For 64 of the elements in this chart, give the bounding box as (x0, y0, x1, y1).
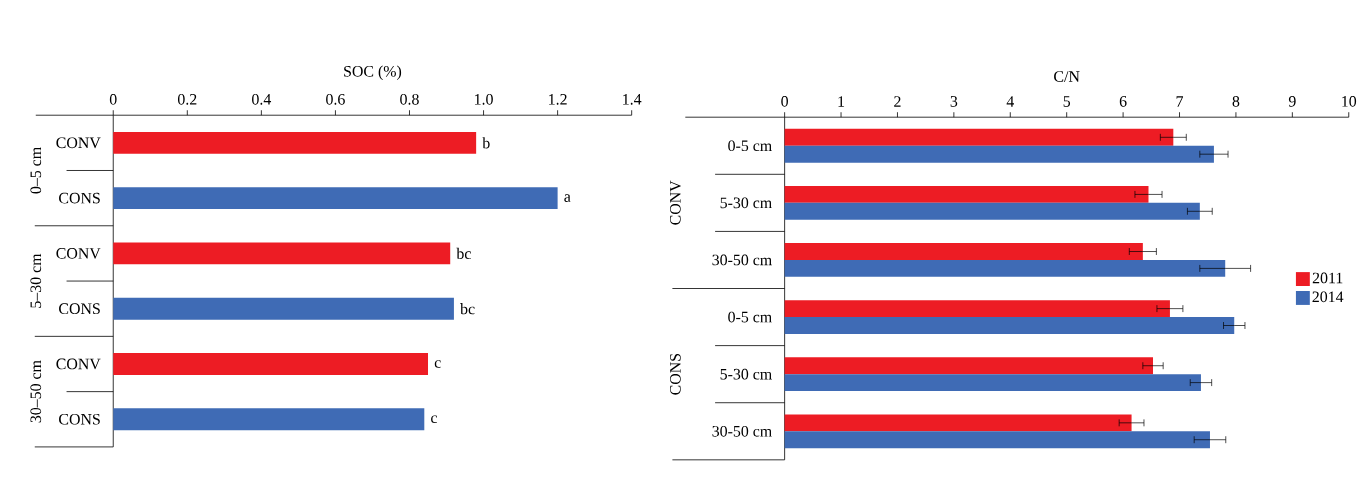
data-label: c (434, 360, 441, 368)
data-label: b (482, 137, 490, 149)
data-label: a (564, 194, 571, 203)
data-label: bc (456, 247, 471, 260)
x-tick-label: 0.8 (400, 94, 419, 105)
x-axis-title: C/N (1054, 71, 1080, 83)
x-tick-label: 7 (1176, 96, 1184, 107)
x-tick-label: 0 (109, 94, 117, 105)
bar (784, 186, 1149, 204)
bar (784, 145, 1214, 163)
y-tick-label: 5-30 cm (720, 368, 772, 380)
y-tick-label: 30-50 cm (712, 426, 772, 437)
x-tick-label: 3 (950, 96, 958, 107)
y-tick-label: CONS (59, 192, 100, 204)
x-tick-label: 0.6 (326, 94, 345, 105)
bar (113, 408, 425, 431)
bar (784, 357, 1153, 375)
x-tick-label: 10 (1342, 96, 1357, 107)
x-tick-label: 2 (894, 96, 901, 107)
x-axis-title: SOC (%) (344, 65, 402, 81)
bar (784, 129, 1174, 146)
legend-label: 2011 (1312, 272, 1343, 284)
bar (784, 203, 1200, 220)
bar (784, 300, 1170, 318)
x-tick-label: 6 (1119, 96, 1127, 107)
x-tick-label: 1 (838, 96, 845, 107)
bar (784, 431, 1210, 449)
y-tick-label: 0-5 cm (728, 140, 772, 152)
bar (113, 132, 477, 154)
data-label: c (431, 415, 438, 424)
y-tick-label: CONV (56, 248, 101, 259)
x-tick-label: 1.2 (549, 94, 567, 105)
y-tick-label: 30-50 cm (712, 254, 772, 266)
bar (113, 187, 558, 210)
text: CONV (670, 180, 681, 225)
bar (784, 374, 1201, 392)
text: CONS (670, 354, 681, 395)
bar (113, 242, 451, 265)
legend-label: 2014 (1312, 291, 1344, 303)
x-tick-label: 1.4 (623, 94, 642, 105)
y-tick-label: CONS (59, 303, 100, 315)
x-tick-label: 0.2 (177, 94, 197, 105)
text: 30–50 cm (30, 360, 42, 423)
bar (784, 414, 1132, 432)
x-tick-label: 5 (1063, 96, 1071, 107)
y-tick-label: 0-5 cm (728, 311, 772, 323)
text: 5–30 cm (30, 253, 42, 308)
y-tick-label: CONV (56, 358, 101, 370)
bar (784, 243, 1143, 261)
y-tick-label: 5-30 cm (720, 197, 772, 209)
y-tick-label: CONS (59, 414, 100, 425)
x-tick-label: 8 (1232, 96, 1240, 107)
x-tick-label: 0.4 (252, 94, 272, 105)
y-tick-label: CONV (56, 137, 101, 149)
bar (113, 353, 429, 376)
x-tick-label: 1.0 (475, 94, 493, 105)
x-tick-label: 0 (781, 96, 788, 107)
text: 0–5 cm (30, 147, 42, 194)
bar (784, 317, 1235, 335)
bar (784, 260, 1226, 277)
data-label: bc (460, 303, 475, 315)
bar (113, 297, 454, 320)
x-tick-label: 9 (1288, 96, 1296, 107)
x-tick-label: 4 (1006, 96, 1014, 107)
